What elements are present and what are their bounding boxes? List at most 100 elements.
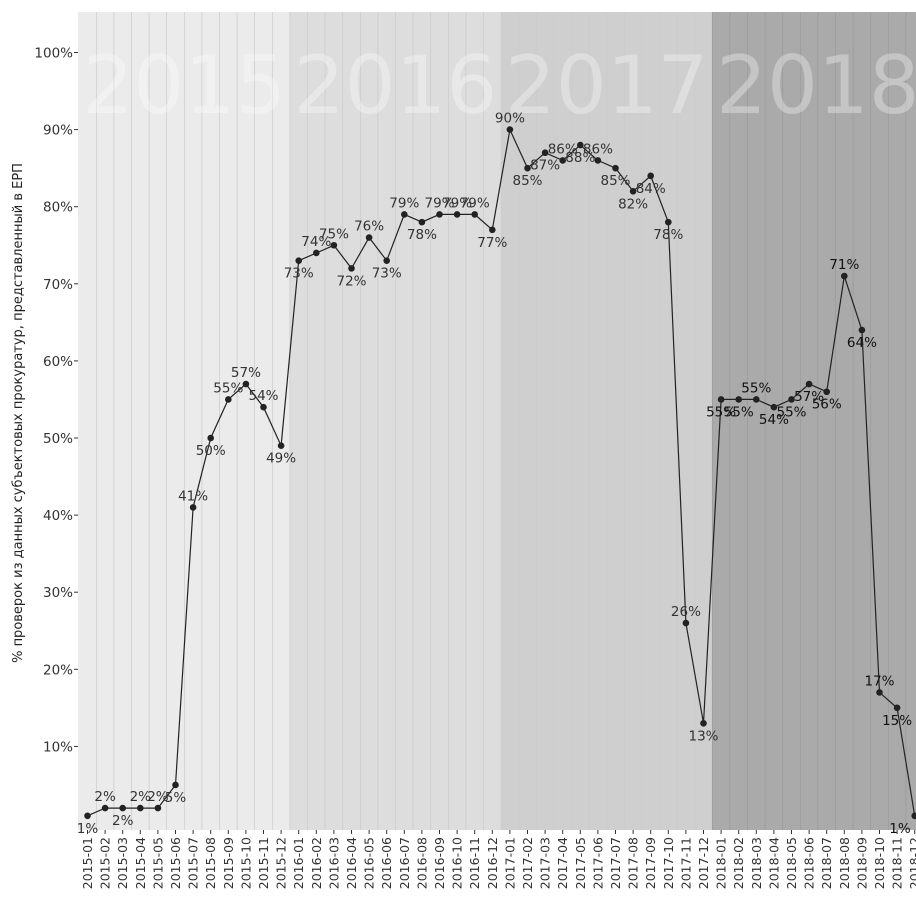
data-point: [277, 442, 285, 450]
data-point: [541, 149, 549, 157]
x-tick-label: 2016-03: [326, 837, 341, 889]
y-tick-label: 100%: [34, 46, 73, 62]
data-label: 87%: [530, 158, 560, 174]
data-point: [313, 249, 320, 257]
data-label: 78%: [407, 227, 437, 243]
x-tick-label: 2015-03: [115, 837, 130, 889]
data-point: [154, 804, 162, 812]
data-point: [876, 689, 883, 696]
data-point: [612, 164, 619, 172]
data-label: 82%: [618, 196, 648, 212]
data-label: 88%: [565, 150, 595, 166]
band-2018: [712, 12, 916, 830]
data-label: 2%: [112, 813, 134, 829]
x-tick-label: 2016-08: [414, 837, 429, 889]
data-label: 73%: [372, 266, 402, 282]
x-tick-label: 2016-07: [397, 837, 412, 889]
data-label: 72%: [336, 273, 366, 289]
data-label: 84%: [636, 181, 666, 197]
year-label: 2017: [505, 39, 709, 132]
data-point: [225, 396, 232, 403]
data-label: 1%: [889, 821, 911, 837]
data-label: 79%: [389, 195, 419, 211]
data-point: [682, 619, 690, 627]
x-tick-label: 2018-06: [802, 837, 817, 889]
data-point: [717, 396, 725, 403]
data-point: [242, 380, 250, 388]
x-tick-label: 2016-12: [485, 837, 500, 889]
x-tick-label: 2017-05: [573, 837, 588, 889]
data-label: 76%: [354, 219, 384, 235]
x-tick-label: 2017-02: [520, 837, 535, 889]
year-label: 2016: [294, 39, 498, 132]
data-point: [753, 396, 760, 403]
data-point: [735, 396, 742, 403]
data-label: 79%: [424, 195, 454, 211]
data-point: [841, 272, 848, 280]
data-point: [172, 781, 179, 789]
data-label: 77%: [477, 235, 507, 251]
data-label: 79%: [460, 195, 490, 211]
x-tick-label: 2015-12: [274, 837, 289, 889]
data-point: [260, 403, 267, 411]
x-tick-label: 2016-06: [379, 837, 394, 889]
data-point: [893, 704, 901, 712]
data-label: 57%: [794, 389, 824, 405]
y-tick-label: 70%: [43, 277, 73, 293]
data-points: [84, 126, 916, 820]
data-point: [506, 126, 514, 133]
data-point: [647, 172, 654, 180]
data-label: 75%: [319, 226, 349, 242]
x-tick-label: 2017-03: [538, 837, 553, 889]
data-point: [577, 141, 584, 149]
data-point: [823, 388, 830, 396]
x-tick-label: 2015-06: [168, 837, 183, 889]
data-point: [858, 326, 866, 334]
data-point: [348, 265, 355, 272]
year-label: 2018: [716, 39, 916, 132]
data-label: 57%: [231, 365, 261, 381]
data-point: [805, 380, 813, 388]
x-tick-label: 2018-01: [714, 837, 729, 889]
data-point: [471, 211, 479, 218]
data-label: 2%: [94, 789, 116, 805]
x-tick-label: 2018-07: [819, 837, 834, 889]
data-label: 1%: [77, 821, 99, 837]
x-tick-label: 2016-11: [467, 837, 482, 889]
x-tick-label: 2016-04: [344, 837, 359, 889]
x-tick-label: 2017-10: [661, 837, 676, 889]
data-label: 2%: [147, 789, 169, 805]
x-axis: 2015-01 2015-02 2015-03 2015-04 2015-05 2015-…: [80, 830, 916, 889]
data-label: 74%: [301, 234, 331, 250]
x-tick-label: 2018-10: [872, 837, 887, 889]
data-label: 64%: [847, 335, 877, 351]
x-tick-label: 2018-09: [854, 837, 869, 889]
x-tick-label: 2017-11: [678, 837, 693, 889]
x-tick-label: 2018-08: [837, 837, 852, 889]
x-tick-label: 2017-12: [696, 837, 711, 889]
x-tick-label: 2015-09: [221, 837, 236, 889]
data-label: 55%: [213, 380, 243, 396]
data-point: [700, 719, 707, 727]
data-point: [101, 804, 109, 812]
x-tick-label: 2015-02: [98, 837, 113, 889]
data-label: 55%: [741, 380, 771, 396]
x-tick-label: 2016-02: [309, 837, 324, 889]
data-labels: 1%2%2%2%2%5%41%50%55%57%54%49%73%74%75%7…: [77, 111, 912, 837]
year-bands: [78, 12, 916, 830]
data-label: 55%: [706, 404, 736, 420]
data-point: [365, 234, 373, 241]
data-point: [295, 257, 303, 264]
x-tick-label: 2017-08: [626, 837, 641, 889]
data-label: 55%: [776, 404, 806, 420]
y-tick-label: 50%: [43, 431, 73, 447]
x-tick-label: 2016-01: [291, 837, 306, 889]
x-tick-label: 2017-04: [555, 837, 570, 889]
data-point: [84, 812, 91, 820]
data-label: 85%: [600, 173, 630, 189]
x-tick-label: 2015-04: [133, 837, 148, 889]
data-label: 5%: [165, 790, 187, 806]
x-tick-label: 2015-07: [186, 837, 201, 889]
data-point: [436, 211, 443, 218]
